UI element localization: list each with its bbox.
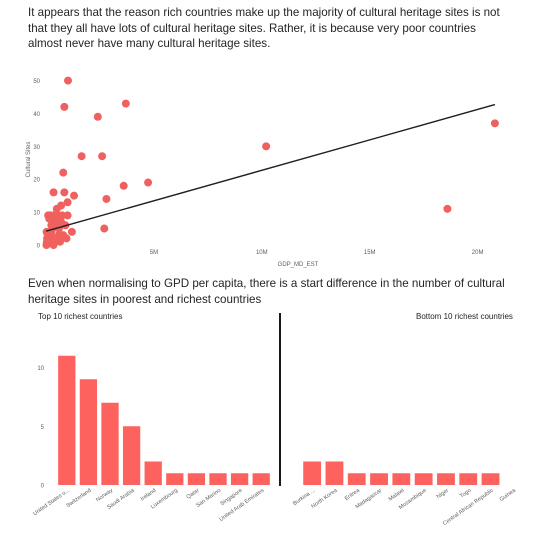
bottom10-category-label: Malawi <box>388 488 406 503</box>
top10-bar <box>144 461 162 485</box>
bottom10-bar <box>414 473 433 485</box>
top10-bar <box>122 426 141 485</box>
scatter-point <box>77 152 86 161</box>
scatter-point <box>121 99 130 108</box>
trend-line <box>45 103 496 232</box>
x-axis-title: GDP_MD_EST <box>278 262 319 268</box>
bottom10-bar <box>303 461 322 485</box>
x-tick-label: 20M <box>472 250 484 256</box>
intro-text: It appears that the reason rich countrie… <box>28 6 500 50</box>
scatter-point <box>93 112 102 121</box>
top10-bar <box>101 402 119 485</box>
y-tick-label: 20 <box>33 178 40 184</box>
scatter-point <box>490 119 499 128</box>
top10-y-tick-label: 0 <box>41 484 45 490</box>
y-tick-label: 40 <box>33 112 40 118</box>
bottom10-category-label: Guinea <box>499 487 518 503</box>
x-tick-label: 5M <box>150 250 158 256</box>
bottom10-bar <box>481 473 500 485</box>
panel-divider <box>279 313 281 486</box>
scatter-point <box>98 152 107 161</box>
y-tick-label: 0 <box>37 244 41 250</box>
top10-bar <box>79 379 98 485</box>
scatter-point <box>59 168 68 177</box>
section-title: Even when normalising to GPD per capita,… <box>28 277 505 306</box>
scatter-point <box>64 76 73 85</box>
scatter-point <box>443 204 452 213</box>
bottom10-category-label: Eritrea <box>344 487 362 502</box>
scatter-point <box>262 142 271 151</box>
bottom10-bar <box>392 473 411 485</box>
top10-category-label: Norway <box>95 488 114 504</box>
scatter-point <box>56 237 65 246</box>
scatter-point <box>60 102 69 111</box>
scatter-point <box>45 214 54 223</box>
top10-bar <box>252 473 270 485</box>
top10-category-label: Ireland <box>140 488 157 503</box>
scatter-point <box>100 224 109 233</box>
x-tick-label: 10M <box>256 250 268 256</box>
scatter-point <box>57 201 66 210</box>
scatter-point <box>102 194 111 203</box>
scatter-point <box>47 221 56 230</box>
y-axis-title: Cultural Sites <box>26 142 32 178</box>
scatter-point <box>63 211 72 220</box>
scatter-point <box>60 188 69 197</box>
x-tick-label: 15M <box>364 250 376 256</box>
scatter-point <box>144 178 153 187</box>
scatter-point <box>67 227 76 236</box>
top10-category-label: Qatar <box>186 488 201 501</box>
scatter-point <box>49 241 58 249</box>
top10-bar <box>187 473 206 485</box>
top10-chart-title: Top 10 richest countries <box>38 312 123 321</box>
scatter-point <box>49 188 58 197</box>
top10-bar <box>58 355 76 485</box>
y-tick-label: 50 <box>33 79 40 85</box>
bottom10-bar <box>325 461 344 485</box>
scatter-point <box>63 198 72 207</box>
y-tick-label: 30 <box>33 145 40 151</box>
top10-y-tick-label: 5 <box>41 425 45 431</box>
top10-bar <box>209 473 227 485</box>
bottom10-category-label: Niger <box>436 488 451 501</box>
bottom10-bar <box>347 473 366 485</box>
bottom10-category-label: Togo <box>459 488 472 500</box>
top10-y-tick-label: 10 <box>37 366 44 372</box>
bottom10-bar <box>459 473 478 485</box>
bottom10-bar <box>437 473 455 485</box>
top10-bar <box>166 473 184 485</box>
bottom10-bar <box>370 473 388 485</box>
scatter-point <box>70 191 79 200</box>
bottom10-chart-title: Bottom 10 richest countries <box>416 312 513 321</box>
y-tick-label: 10 <box>33 211 40 217</box>
scatter-point <box>119 181 128 190</box>
scatter-point <box>62 234 71 243</box>
scatter-point <box>42 241 51 249</box>
top10-bar <box>230 473 249 485</box>
top10-category-label: United States o... <box>32 487 71 517</box>
